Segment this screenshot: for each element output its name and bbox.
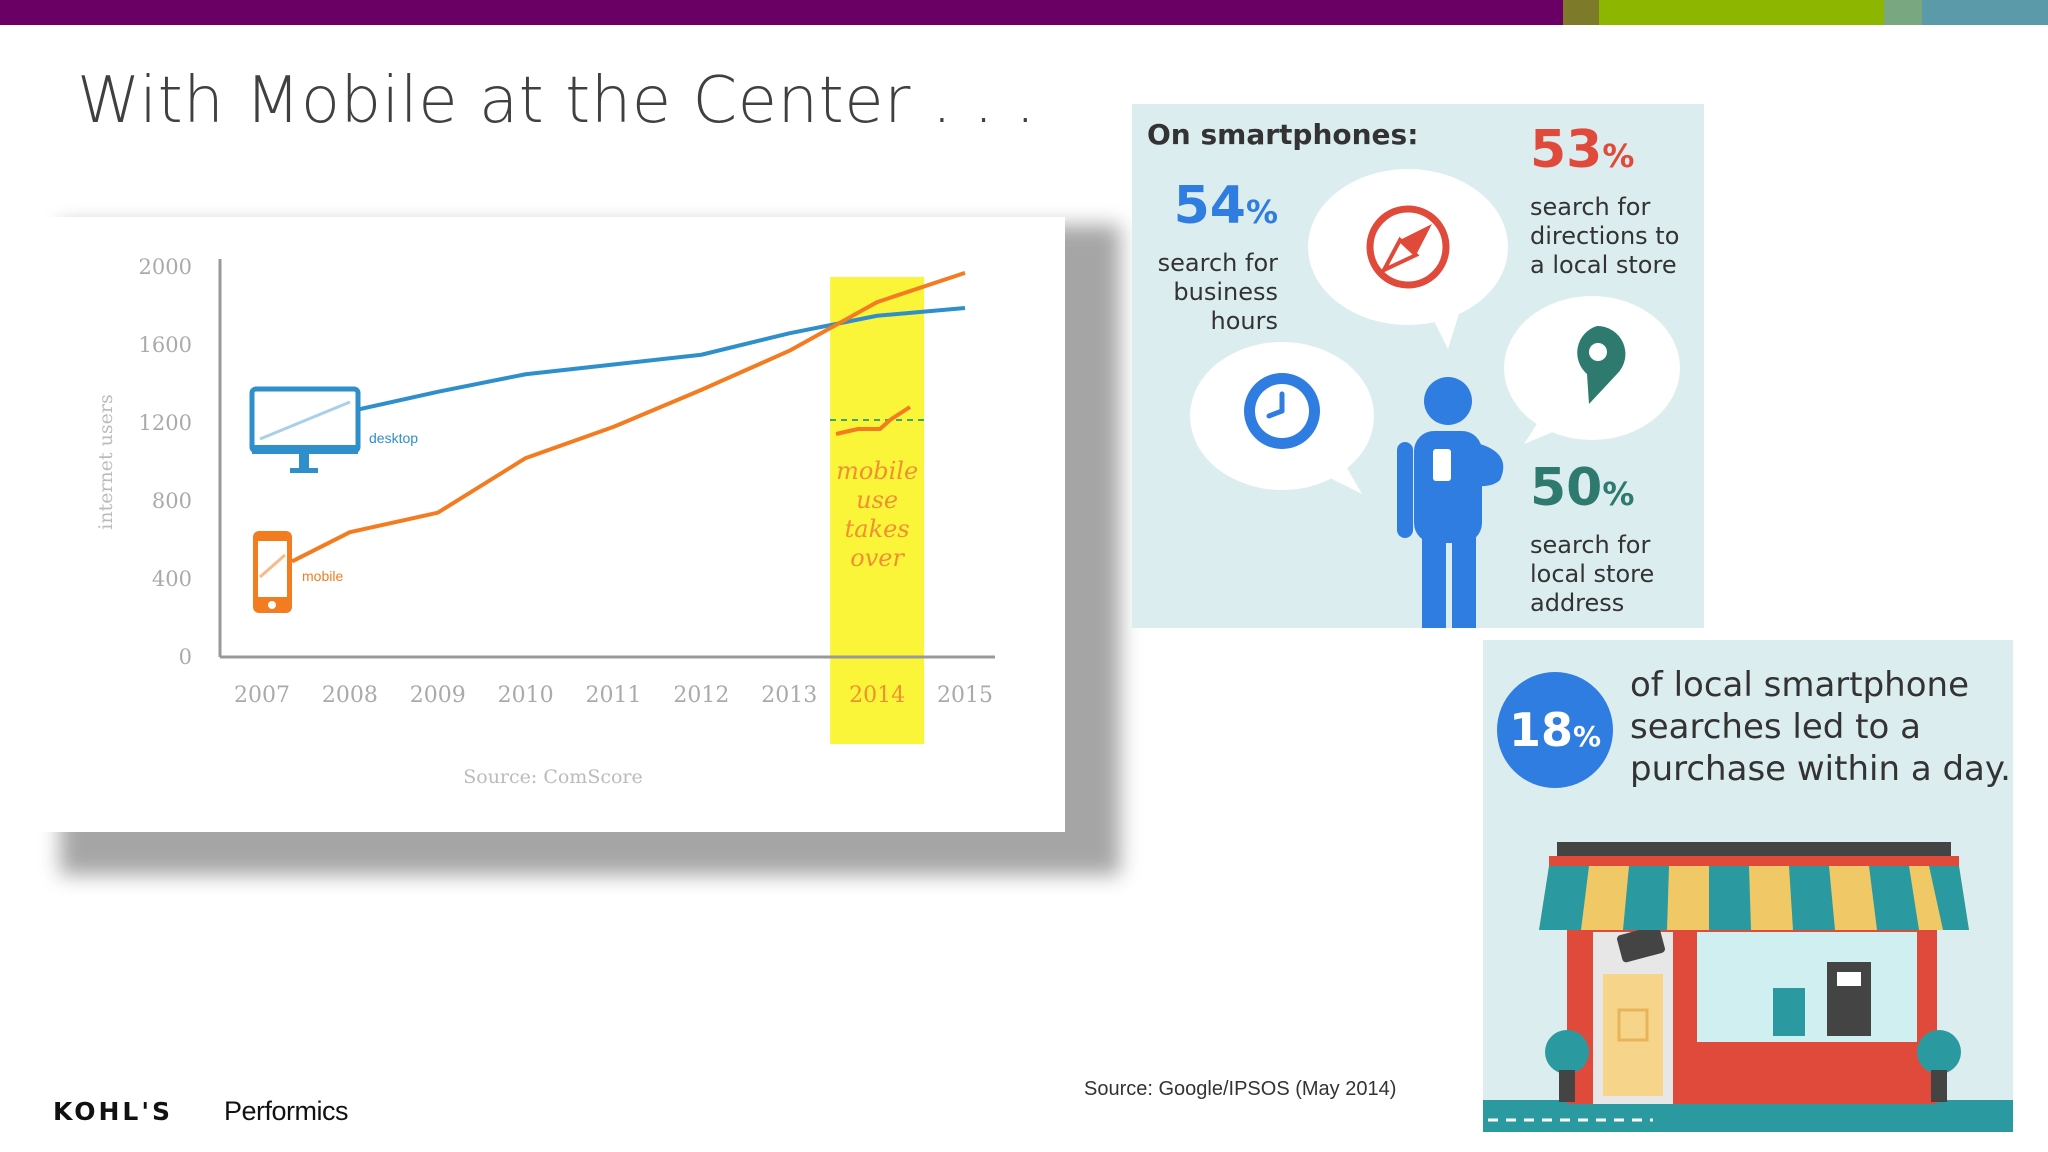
monitor-icon bbox=[249, 386, 361, 473]
chart-source: Source: ComScore bbox=[463, 766, 643, 788]
stat-line: address bbox=[1530, 589, 1625, 617]
badge-unit: % bbox=[1572, 720, 1602, 753]
series-desktop-label: desktop bbox=[369, 430, 418, 446]
annotation-word: takes bbox=[845, 515, 910, 543]
series-desktop-line bbox=[347, 305, 966, 414]
infographic-heading: On smartphones: bbox=[1147, 118, 1419, 151]
stat-line: hours bbox=[1210, 307, 1278, 335]
percent-badge: 18% bbox=[1497, 672, 1613, 788]
bar-green bbox=[1599, 0, 1884, 25]
stat-value: 50 bbox=[1530, 458, 1603, 518]
stat-business-hours: 54% search for business hours bbox=[1150, 176, 1278, 336]
stat-unit: % bbox=[1602, 137, 1635, 175]
annotation-word: over bbox=[850, 544, 905, 572]
highlight-band-2014 bbox=[830, 277, 925, 744]
kohls-logo: KOHL'S bbox=[53, 1097, 174, 1126]
bar-teal-mid bbox=[1884, 0, 1922, 25]
annotation-word: mobile bbox=[836, 457, 918, 485]
infographic-source: Source: Google/IPSOS (May 2014) bbox=[1084, 1078, 1397, 1100]
map-pin-icon bbox=[1577, 325, 1626, 404]
x-tick-label: 2007 bbox=[234, 683, 290, 708]
y-tick-label: 0 bbox=[179, 645, 192, 669]
y-tick-labels: 0 400 800 1200 1600 2000 bbox=[139, 255, 192, 669]
person-icon bbox=[1397, 377, 1504, 628]
x-tick-label: 2009 bbox=[410, 683, 466, 708]
bar-purple bbox=[0, 0, 1563, 25]
line-chart-card: 0 400 800 1200 1600 2000 2007 2008 2009 2010 2011… bbox=[20, 205, 1128, 895]
storefront-illustration bbox=[1483, 842, 2013, 1132]
series-mobile-line bbox=[291, 270, 966, 564]
series-mobile-label: mobile bbox=[302, 568, 343, 584]
top-color-bar bbox=[0, 0, 2048, 25]
y-tick-label: 1200 bbox=[139, 411, 192, 435]
bar-olive bbox=[1563, 0, 1599, 25]
bar-teal bbox=[1922, 0, 2048, 25]
annotation-word: use bbox=[856, 486, 898, 514]
x-tick-label: 2008 bbox=[322, 683, 378, 708]
stat-unit: % bbox=[1245, 193, 1278, 231]
phone-icon bbox=[253, 531, 292, 613]
infographic-graphics bbox=[1190, 169, 1680, 628]
awning bbox=[1539, 866, 1969, 930]
purchase-line: of local smartphone bbox=[1630, 665, 1969, 705]
x-tick-label: 2010 bbox=[498, 683, 554, 708]
stat-line: a local store bbox=[1530, 251, 1677, 279]
x-tick-label: 2012 bbox=[673, 683, 729, 708]
line-chart: 0 400 800 1200 1600 2000 2007 2008 2009 2010 2011… bbox=[95, 255, 995, 788]
purchase-infographic-panel: 18% of local smartphone searches led to … bbox=[1483, 640, 2013, 1132]
badge-value: 18 bbox=[1508, 703, 1573, 757]
stat-unit: % bbox=[1602, 475, 1635, 513]
x-tick-labels: 2007 2008 2009 2010 2011 2012 2013 2014 2015 bbox=[234, 683, 993, 708]
purchase-line: searches led to a bbox=[1630, 707, 1921, 747]
chart-panel: 0 400 800 1200 1600 2000 2007 2008 2009 2010 2011… bbox=[20, 217, 1065, 832]
y-tick-label: 800 bbox=[152, 489, 192, 513]
y-tick-label: 2000 bbox=[139, 255, 192, 279]
stat-value: 54 bbox=[1173, 176, 1246, 236]
stat-line: search for bbox=[1530, 531, 1651, 559]
y-tick-label: 1600 bbox=[139, 333, 192, 357]
slide-title: With Mobile at the Center . . . bbox=[77, 64, 1036, 138]
compass-icon bbox=[1366, 205, 1450, 289]
y-tick-label: 400 bbox=[152, 567, 192, 591]
stat-directions: 53% search for directions to a local sto… bbox=[1530, 120, 1679, 280]
stat-address: 50% search for local store address bbox=[1530, 458, 1654, 618]
x-tick-label: 2011 bbox=[586, 683, 642, 708]
x-tick-label: 2014 bbox=[849, 683, 905, 708]
smartphone-infographic-panel: On smartphones: 54% search for business … bbox=[1132, 104, 1704, 628]
x-tick-label: 2015 bbox=[937, 683, 993, 708]
clock-icon bbox=[1244, 373, 1320, 449]
stat-value: 53 bbox=[1530, 120, 1603, 180]
purchase-text: of local smartphone searches led to a pu… bbox=[1630, 664, 2011, 790]
stat-line: directions to bbox=[1530, 222, 1680, 250]
mini-trend-line bbox=[835, 405, 912, 436]
performics-logo: Performics bbox=[224, 1096, 349, 1126]
stat-line: search for bbox=[1157, 249, 1278, 277]
purchase-line: purchase within a day. bbox=[1630, 749, 2011, 789]
stat-line: business bbox=[1173, 278, 1278, 306]
stat-line: search for bbox=[1530, 193, 1651, 221]
stat-line: local store bbox=[1530, 560, 1655, 588]
x-tick-label: 2013 bbox=[761, 683, 817, 708]
y-axis-label: internet users bbox=[95, 394, 117, 530]
